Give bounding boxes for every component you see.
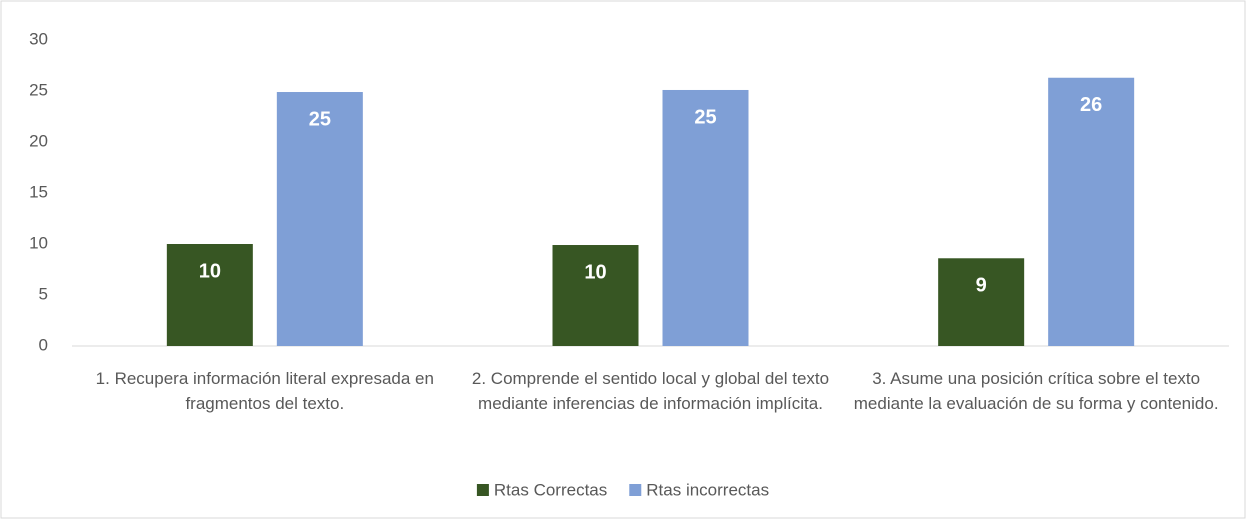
bar [662, 89, 749, 346]
legend-label: Rtas incorrectas [646, 480, 769, 499]
bar [1048, 77, 1135, 347]
y-tick-label: 30 [29, 29, 48, 48]
y-tick-label: 5 [39, 284, 48, 303]
y-tick-label: 25 [29, 80, 48, 99]
legend-swatch [476, 484, 489, 496]
bar [938, 258, 1025, 346]
legend-label: Rtas Correctas [494, 480, 607, 499]
value-label: 25 [309, 108, 331, 130]
bar [166, 244, 253, 346]
x-tick-label: 2. Comprende el sentido local y global d… [471, 369, 830, 413]
y-tick-label: 20 [29, 131, 48, 150]
y-tick-label: 0 [39, 335, 48, 354]
value-label: 10 [584, 261, 606, 283]
y-tick-label: 10 [29, 233, 48, 252]
value-label: 25 [694, 106, 716, 128]
value-label: 10 [199, 260, 221, 282]
y-tick-label: 15 [29, 182, 48, 201]
value-label: 9 [976, 275, 987, 297]
x-tick-label: 3. Asume una posición crítica sobre el t… [853, 369, 1219, 413]
legend-swatch [629, 484, 642, 496]
x-tick-label: 1. Recupera información literal expresad… [95, 369, 434, 413]
bar [276, 92, 363, 347]
value-label: 26 [1080, 94, 1102, 116]
bar [552, 245, 639, 346]
